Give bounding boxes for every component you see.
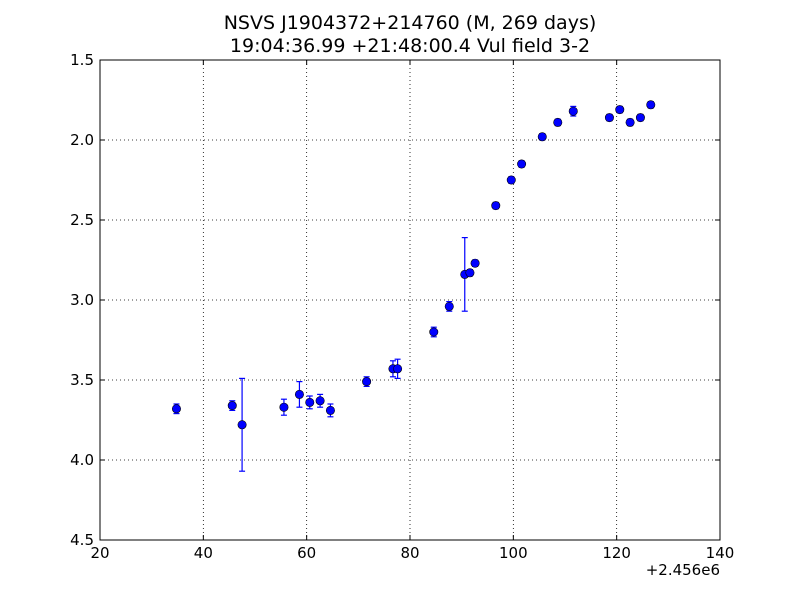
y-tick-labels: 1.5 2.0 2.5 3.0 3.5 4.0 4.5	[70, 51, 94, 549]
data-point-group	[171, 403, 181, 415]
data-point	[393, 364, 403, 374]
data-point	[625, 117, 635, 127]
x-tick-label: 60	[297, 544, 316, 562]
x-tick-label: 80	[400, 544, 419, 562]
data-point	[506, 175, 516, 185]
data-point	[227, 401, 237, 411]
data-points	[171, 100, 656, 472]
data-point-group	[362, 376, 372, 387]
data-point	[294, 389, 304, 399]
data-point-group	[227, 400, 237, 411]
data-point-group	[305, 395, 315, 410]
data-point-group	[279, 398, 289, 416]
data-point	[537, 132, 547, 142]
data-point-group	[429, 326, 439, 338]
data-point	[237, 420, 247, 430]
data-point-group	[470, 258, 480, 268]
data-point-group	[537, 132, 547, 142]
x-tick-label: 120	[602, 544, 631, 562]
data-point-group	[393, 358, 403, 379]
data-point-group	[553, 117, 563, 127]
data-point	[171, 404, 181, 414]
plot-frame	[99, 59, 721, 541]
data-point-group	[604, 113, 614, 123]
x-tick-label: 140	[706, 544, 735, 562]
data-point	[491, 201, 501, 211]
data-point	[279, 402, 289, 412]
x-tick-label: 40	[194, 544, 213, 562]
data-point-group	[625, 117, 635, 127]
y-tick-label: 2.0	[70, 131, 94, 149]
y-tick-label: 1.5	[70, 51, 94, 69]
data-point-group	[237, 377, 247, 472]
data-point-group	[491, 201, 501, 211]
data-point	[517, 159, 527, 169]
data-point	[568, 106, 578, 116]
data-point-group	[315, 393, 325, 408]
chart-title-line1: NSVS J1904372+214760 (M, 269 days)	[224, 12, 597, 34]
data-point-group	[460, 237, 470, 312]
data-point	[444, 301, 454, 311]
data-point	[604, 113, 614, 123]
data-point-group	[568, 105, 578, 117]
data-point-group	[325, 403, 335, 418]
x-tick-label: 100	[499, 544, 528, 562]
x-tick-labels: 20 40 60 80 100 120 140	[90, 544, 734, 562]
data-point	[635, 113, 645, 123]
data-point	[429, 327, 439, 337]
data-point-group	[635, 113, 645, 123]
data-point	[470, 258, 480, 268]
data-point-group	[444, 301, 454, 312]
data-point	[305, 397, 315, 407]
data-point	[646, 100, 656, 110]
data-point	[325, 405, 335, 415]
data-point-group	[615, 105, 625, 115]
y-tick-label: 3.5	[70, 371, 94, 389]
data-point	[465, 268, 475, 278]
data-point	[362, 377, 372, 387]
y-tick-label: 4.0	[70, 451, 94, 469]
data-point-group	[294, 381, 304, 408]
x-tick-label: 20	[90, 544, 109, 562]
y-tick-label: 4.5	[70, 531, 94, 549]
data-point-group	[517, 159, 527, 169]
grid-lines	[100, 60, 720, 540]
data-point	[615, 105, 625, 115]
data-point-group	[465, 268, 475, 278]
data-point-group	[506, 175, 516, 185]
data-point	[315, 396, 325, 406]
data-point	[553, 117, 563, 127]
x-offset-label: +2.456e6	[646, 561, 720, 579]
y-tick-label: 3.0	[70, 291, 94, 309]
data-point-group	[646, 100, 656, 110]
y-tick-label: 2.5	[70, 211, 94, 229]
chart-title-line2: 19:04:36.99 +21:48:00.4 Vul field 3-2	[230, 35, 590, 57]
